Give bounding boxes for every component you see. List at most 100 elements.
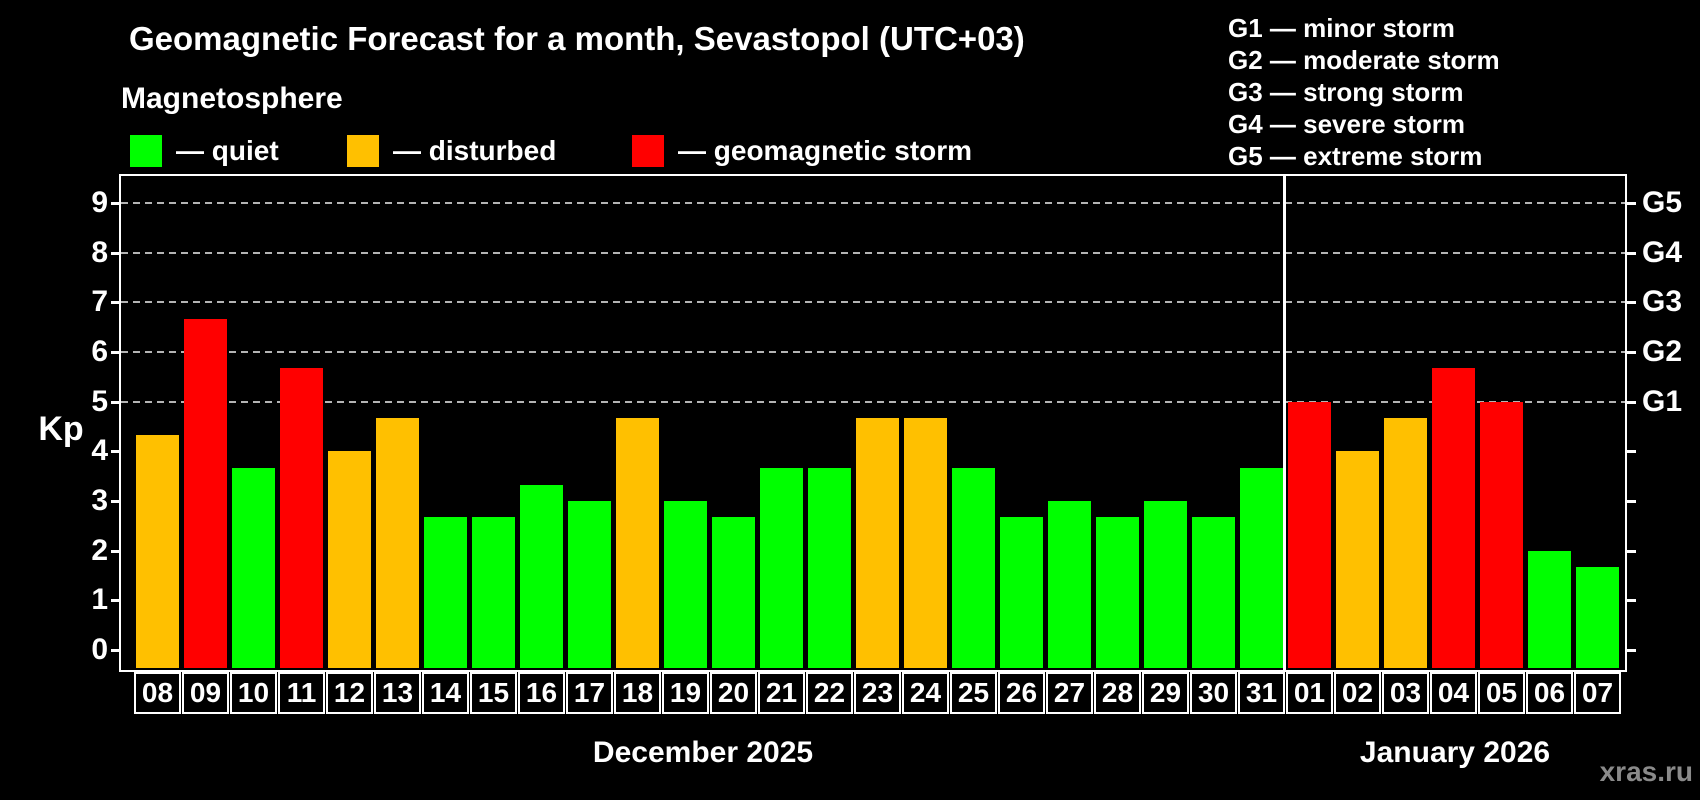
day-label-10: 10 <box>230 672 277 714</box>
y-axis-label: 5 <box>91 384 108 418</box>
day-label-08: 08 <box>134 672 181 714</box>
kp-bar-day-16 <box>520 484 563 668</box>
day-label-30: 30 <box>1190 672 1237 714</box>
day-label-04: 04 <box>1430 672 1477 714</box>
g-axis-label-g4: G4 <box>1642 235 1683 269</box>
kp-bar-day-22 <box>808 467 851 668</box>
kp-bar-day-26 <box>1000 517 1043 668</box>
g-axis-label-g1: G1 <box>1642 384 1683 418</box>
y-axis-label: 4 <box>91 434 108 468</box>
legend-label: — geomagnetic storm <box>678 135 973 166</box>
day-label-20: 20 <box>710 672 757 714</box>
day-label-15: 15 <box>470 672 517 714</box>
day-label-09: 09 <box>182 672 229 714</box>
y-axis-tick-right <box>1625 450 1636 454</box>
day-label-26: 26 <box>998 672 1045 714</box>
kp-bar-day-28 <box>1096 517 1139 668</box>
day-label-28: 28 <box>1094 672 1141 714</box>
day-label-06: 06 <box>1526 672 1573 714</box>
legend-item-quiet: — quiet <box>130 133 279 169</box>
g-axis-label-g3: G3 <box>1642 285 1683 319</box>
kp-bar-day-30 <box>1192 517 1235 668</box>
plot-area <box>119 174 1627 672</box>
g-scale-legend-line: G1 — minor storm <box>1228 13 1455 43</box>
g-scale-legend-line: G2 — moderate storm <box>1228 45 1500 75</box>
g-scale-legend-line: G4 — severe storm <box>1228 109 1466 139</box>
y-axis-tick-left <box>111 649 121 652</box>
kp-bar-day-13 <box>376 418 419 668</box>
page-title: Geomagnetic Forecast for a month, Sevast… <box>129 20 1025 57</box>
y-axis-tick-left <box>111 549 121 553</box>
gridline-kp7 <box>121 301 1625 304</box>
kp-bar-day-24 <box>904 418 947 668</box>
g-axis-label-g5: G5 <box>1642 185 1683 219</box>
y-axis-tick-left <box>111 400 121 404</box>
y-axis-label: 6 <box>91 334 108 368</box>
y-axis-label: 3 <box>91 483 108 517</box>
kp-bar-day-10 <box>232 467 275 668</box>
gridline-kp8 <box>121 251 1625 254</box>
kp-bar-day-14 <box>424 517 467 668</box>
y-axis-label: 9 <box>91 185 108 219</box>
legend-swatch-storm <box>632 135 664 167</box>
day-label-25: 25 <box>950 672 997 714</box>
day-label-01: 01 <box>1286 672 1333 714</box>
kp-bar-day-12 <box>328 451 371 668</box>
y-axis-tick-right <box>1625 649 1636 652</box>
y-axis-tick-right <box>1625 201 1636 205</box>
y-axis-tick-right <box>1625 301 1636 305</box>
day-label-05: 05 <box>1478 672 1525 714</box>
kp-bar-day-20 <box>712 517 755 668</box>
day-label-18: 18 <box>614 672 661 714</box>
kp-bar-day-18 <box>616 418 659 668</box>
day-label-16: 16 <box>518 672 565 714</box>
legend-label: — quiet <box>176 135 279 166</box>
y-axis-tick-right <box>1625 400 1636 404</box>
day-label-13: 13 <box>374 672 421 714</box>
day-label-19: 19 <box>662 672 709 714</box>
kp-bar-day-04 <box>1432 368 1475 668</box>
legend-item-storm: — geomagnetic storm <box>632 133 972 169</box>
y-axis-label: 7 <box>91 285 108 319</box>
kp-bar-day-15 <box>472 517 515 668</box>
watermark: xras.ru <box>1599 756 1693 787</box>
kp-bar-day-08 <box>136 434 179 668</box>
month-separator <box>1283 176 1286 670</box>
y-axis-tick-left <box>111 350 121 354</box>
day-label-12: 12 <box>326 672 373 714</box>
day-label-11: 11 <box>278 672 325 714</box>
y-axis-tick-left <box>111 450 121 454</box>
kp-bar-day-31 <box>1240 467 1283 668</box>
month-label-january: January 2026 <box>1359 736 1551 769</box>
kp-bar-day-19 <box>664 500 707 668</box>
legend-swatch-disturbed <box>347 135 379 167</box>
y-axis-label: 2 <box>91 533 108 567</box>
kp-bar-day-23 <box>856 418 899 668</box>
day-label-03: 03 <box>1382 672 1429 714</box>
y-axis-tick-right <box>1625 499 1636 503</box>
kp-bar-day-21 <box>760 467 803 668</box>
kp-bar-day-09 <box>184 318 227 668</box>
kp-bar-day-06 <box>1528 550 1571 668</box>
g-scale-legend-line: G3 — strong storm <box>1228 77 1464 107</box>
y-axis-label: 1 <box>91 583 108 617</box>
y-axis-tick-right <box>1625 599 1636 603</box>
legend-label: — disturbed <box>393 135 557 166</box>
y-axis-tick-right <box>1625 549 1636 553</box>
chart-subtitle: Magnetosphere <box>121 82 343 115</box>
day-label-17: 17 <box>566 672 613 714</box>
kp-bar-day-25 <box>952 467 995 668</box>
y-axis-tick-left <box>111 201 121 205</box>
y-axis-label: 0 <box>91 633 108 666</box>
y-axis-tick-right <box>1625 251 1636 255</box>
day-label-24: 24 <box>902 672 949 714</box>
g-axis-label-g2: G2 <box>1642 334 1683 368</box>
legend-item-disturbed: — disturbed <box>347 133 556 169</box>
kp-bar-day-11 <box>280 368 323 668</box>
kp-bar-day-03 <box>1384 418 1427 668</box>
kp-bar-day-01 <box>1288 401 1331 668</box>
day-label-21: 21 <box>758 672 805 714</box>
y-axis-tick-right <box>1625 350 1636 354</box>
kp-bar-day-07 <box>1576 567 1619 668</box>
